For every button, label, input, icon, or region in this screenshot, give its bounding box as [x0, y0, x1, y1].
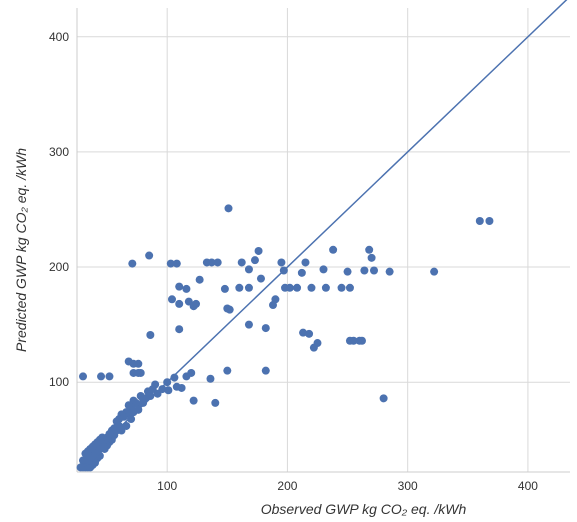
y-tick-label: 400 — [49, 30, 69, 44]
data-point — [163, 378, 172, 387]
data-point — [76, 463, 85, 472]
data-point — [271, 295, 280, 304]
data-point — [319, 265, 328, 274]
data-point — [213, 258, 222, 267]
data-point — [134, 405, 143, 414]
y-tick-label: 300 — [49, 145, 69, 159]
data-point — [122, 421, 131, 430]
y-tick-label: 200 — [49, 260, 69, 274]
data-point — [175, 282, 184, 291]
data-point — [307, 283, 316, 292]
data-point — [79, 456, 88, 465]
data-point — [134, 359, 143, 368]
data-point — [254, 246, 263, 255]
data-point — [167, 295, 176, 304]
y-axis-title: Predicted GWP kg CO₂ eq. /kWh — [13, 148, 29, 352]
data-point — [97, 372, 106, 381]
data-point — [177, 383, 186, 392]
data-point — [211, 398, 220, 407]
data-point — [224, 204, 233, 213]
data-point — [370, 266, 379, 275]
data-point — [360, 266, 369, 275]
data-points — [76, 204, 494, 472]
data-point — [182, 284, 191, 293]
data-point — [172, 259, 181, 268]
data-point — [297, 268, 306, 277]
data-point — [244, 320, 253, 329]
tick-labels: 100 200 300 400 100 200 300 400 — [49, 30, 538, 493]
x-tick-label: 300 — [398, 479, 418, 493]
data-point — [244, 283, 253, 292]
data-point — [379, 394, 388, 403]
data-point — [244, 265, 253, 274]
data-point — [136, 392, 145, 401]
data-point — [182, 372, 191, 381]
data-point — [329, 245, 338, 254]
data-point — [475, 217, 484, 226]
data-point — [277, 258, 286, 267]
data-point — [285, 283, 294, 292]
data-point — [313, 339, 322, 348]
x-tick-label: 100 — [157, 479, 177, 493]
data-point — [343, 267, 352, 276]
data-point — [81, 449, 90, 458]
data-point — [367, 253, 376, 262]
data-point — [261, 366, 270, 375]
data-point — [207, 258, 216, 267]
data-point — [105, 372, 114, 381]
data-point — [256, 274, 265, 283]
data-point — [261, 324, 270, 333]
data-point — [124, 401, 133, 410]
data-point — [146, 330, 155, 339]
data-point — [345, 283, 354, 292]
data-point — [299, 328, 308, 337]
data-point — [250, 256, 259, 265]
data-point — [220, 284, 229, 293]
data-point — [225, 305, 234, 314]
data-point — [223, 366, 232, 375]
data-point — [143, 387, 152, 396]
data-point — [430, 267, 439, 276]
data-point — [128, 259, 137, 268]
data-point — [79, 372, 88, 381]
x-axis-title: Observed GWP kg CO₂ eq. /kWh — [261, 501, 467, 517]
data-point — [206, 374, 215, 383]
data-point — [175, 325, 184, 334]
data-point — [305, 329, 314, 338]
data-point — [237, 258, 246, 267]
data-point — [145, 251, 154, 260]
data-point — [301, 258, 310, 267]
data-point — [485, 217, 494, 226]
data-point — [235, 283, 244, 292]
x-tick-label: 400 — [518, 479, 538, 493]
data-point — [337, 283, 346, 292]
data-point — [175, 299, 184, 308]
data-point — [357, 336, 366, 345]
data-point — [321, 283, 330, 292]
data-point — [189, 396, 198, 405]
data-point — [166, 259, 175, 268]
data-point — [112, 417, 121, 426]
axes — [76, 8, 570, 473]
data-point — [136, 368, 145, 377]
data-point — [170, 373, 179, 382]
data-point — [279, 266, 288, 275]
data-point — [164, 386, 173, 395]
data-point — [195, 275, 204, 284]
y-tick-label: 100 — [49, 375, 69, 389]
grid — [77, 8, 570, 472]
data-point — [127, 415, 136, 424]
x-tick-label: 200 — [277, 479, 297, 493]
data-point — [385, 267, 394, 276]
data-point — [293, 283, 302, 292]
data-point — [349, 336, 358, 345]
data-point — [365, 245, 374, 254]
data-point — [192, 299, 201, 308]
